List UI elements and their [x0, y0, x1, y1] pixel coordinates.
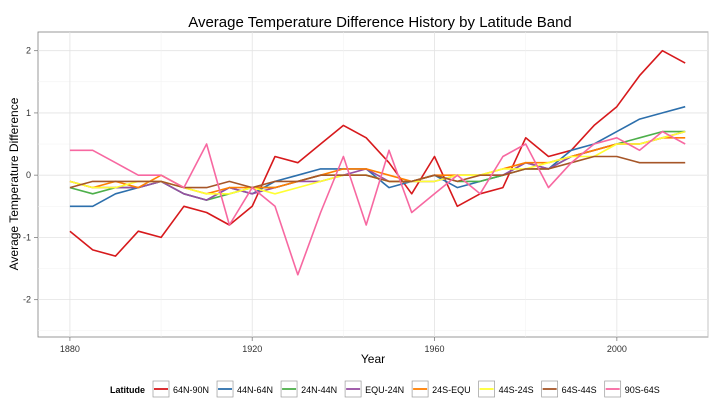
- legend-label: 64S-44S: [562, 385, 597, 395]
- legend-title: Latitude: [110, 385, 145, 395]
- legend-label: 90S-64S: [625, 385, 660, 395]
- series-line-90S-64S: [69, 130, 686, 276]
- y-tick-label: -2: [23, 295, 31, 305]
- legend-label: 44S-24S: [499, 385, 534, 395]
- series-lines: [69, 49, 686, 276]
- chart-title: Average Temperature Difference History b…: [188, 14, 572, 31]
- y-axis-label: Average Temperature Difference: [7, 97, 21, 270]
- y-tick-label: 2: [26, 46, 31, 56]
- legend-label: 64N-90N: [173, 385, 209, 395]
- x-axis: 1880 1920 1960 2000: [60, 337, 627, 354]
- x-tick-label: 1960: [425, 344, 445, 354]
- x-tick-label: 1880: [60, 344, 80, 354]
- legend-label: 24N-44N: [301, 385, 337, 395]
- y-tick-label: 1: [26, 108, 31, 118]
- y-axis: -2 -1 0 1 2: [23, 46, 38, 305]
- y-tick-label: -1: [23, 232, 31, 242]
- legend-label: EQU-24N: [365, 385, 404, 395]
- legend: Latitude 64N-90N 44N-64N 24N-44N EQU-24N 24S…: [110, 380, 660, 398]
- legend-label: 44N-64N: [237, 385, 273, 395]
- series-line-64S-44S: [69, 155, 686, 189]
- plot-panel: [37, 31, 709, 338]
- legend-label: 24S-EQU: [432, 385, 471, 395]
- x-tick-label: 1920: [242, 344, 262, 354]
- series-line-64N-90N: [69, 49, 686, 257]
- x-axis-label: Year: [361, 352, 385, 366]
- y-tick-label: 0: [26, 170, 31, 180]
- x-tick-label: 2000: [607, 344, 627, 354]
